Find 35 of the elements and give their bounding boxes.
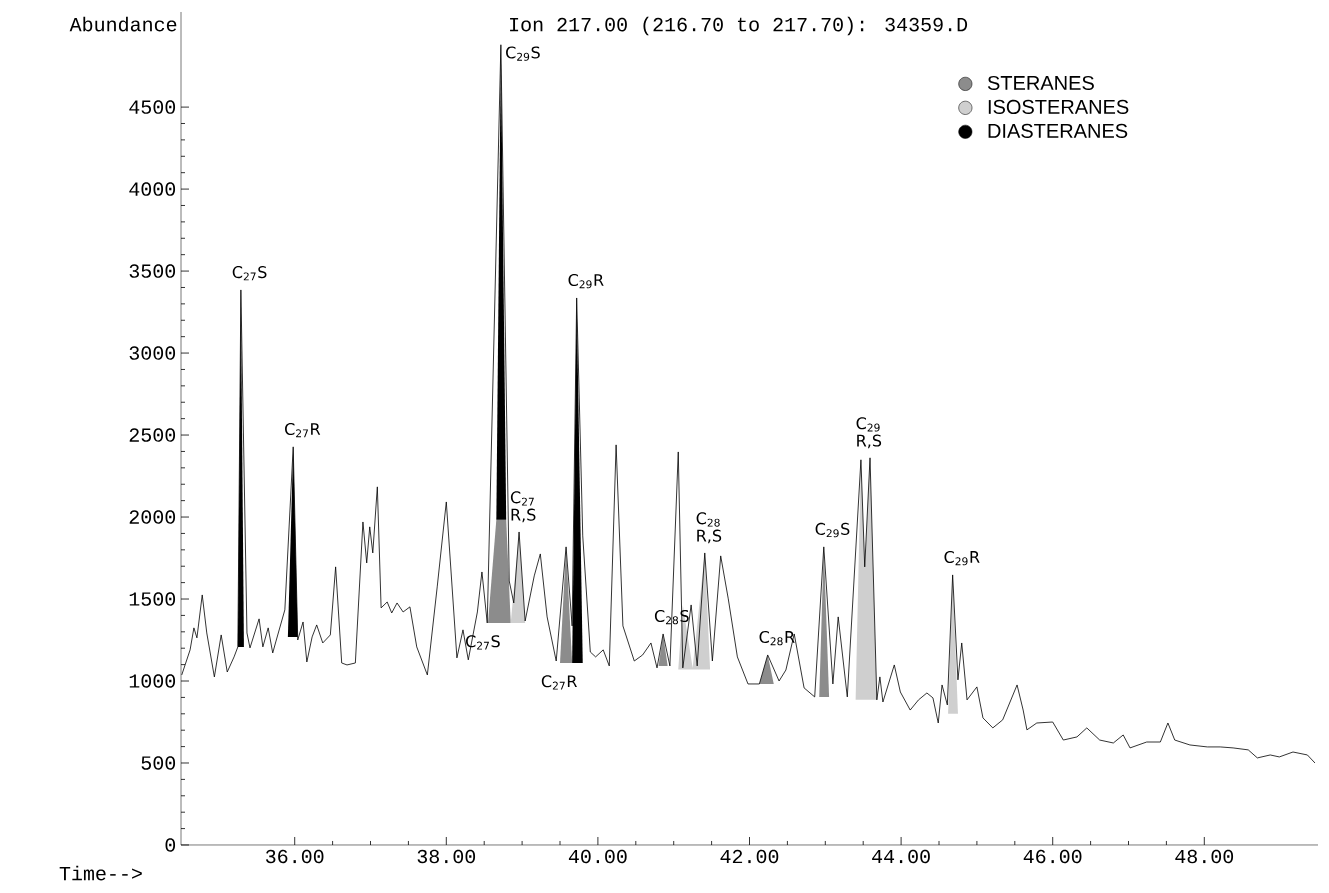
y-tick-label: 1000 [129, 674, 176, 688]
y-tick-label: 3000 [129, 346, 176, 360]
x-tick-label: 42.00 [720, 849, 779, 864]
annotation: C$_{27}$S [232, 266, 267, 281]
annotation: C$_{28}$ R,S [696, 512, 722, 544]
y-tick-label: 4500 [129, 100, 176, 114]
x-tick-label: 44.00 [872, 849, 930, 864]
y-tick-label: 2000 [129, 510, 176, 524]
x-tick-label: 38.00 [417, 849, 476, 864]
annotation: C$_{27}$ R,S [510, 491, 536, 523]
annotation: C$_{29}$R [944, 550, 980, 566]
annotation: C$_{29}$R [568, 273, 604, 289]
legend-label: STERANES [987, 75, 1094, 91]
annotation: C$_{29}$S [506, 46, 540, 61]
y-tick-label: 3500 [129, 264, 176, 278]
annotation: C$_{27}$S [466, 635, 500, 650]
y-tick-label: 500 [141, 756, 176, 770]
y-tick-label: 1500 [129, 592, 176, 606]
legend-label: DIASTERANES [988, 123, 1128, 138]
legend-label: ISOSTERANES [988, 99, 1129, 115]
y-tick-label: 2500 [129, 428, 176, 442]
x-tick-label: 40.00 [568, 849, 627, 864]
x-tick-label: 46.00 [1023, 849, 1082, 864]
x-tick-label: 36.00 [265, 849, 324, 864]
annotation: C$_{29}$S [815, 522, 850, 538]
y-tick-label: 4000 [129, 182, 176, 196]
annotation: C$_{27}$R [541, 675, 577, 690]
annotation: C$_{27}$R [285, 422, 321, 438]
x-axis-title: Time--> [59, 865, 142, 881]
x-tick-label: 48.00 [1175, 849, 1234, 864]
chart-title: Ion 217.00 (216.70 to 217.70): 34359.D [510, 16, 968, 36]
annotation: C$_{29}$ R,S [856, 417, 882, 449]
y-axis-title: Abundance [69, 16, 177, 32]
y-tick-label: 0 [165, 838, 176, 852]
annotation: C$_{28}$R [759, 630, 795, 646]
